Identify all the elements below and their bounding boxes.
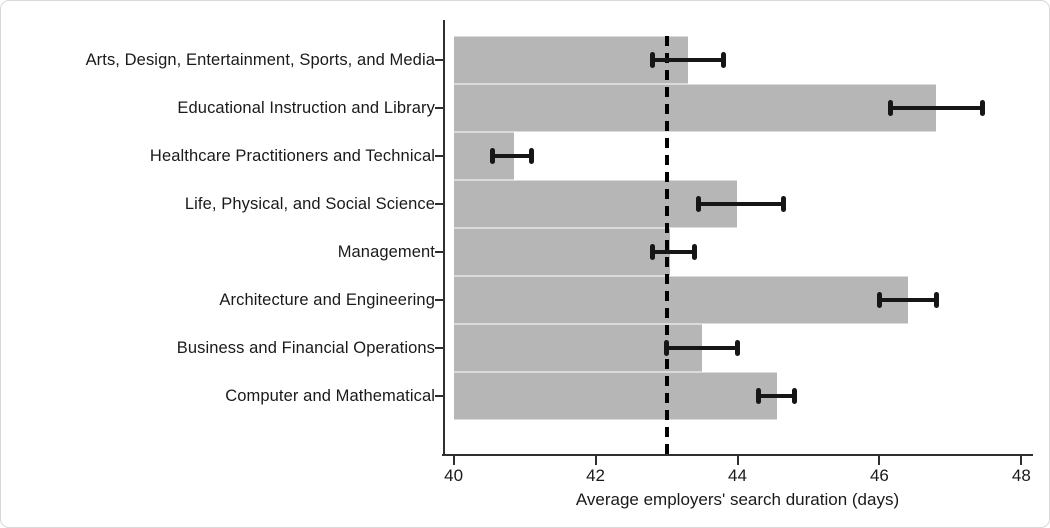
bar [453,372,777,420]
error-bar [698,202,784,206]
bar [453,84,937,132]
error-bar-cap-low [695,196,701,212]
x-tick-label: 40 [444,466,464,485]
error-bar-cap-low [876,292,882,308]
reference-line [664,36,669,456]
x-tick-label: 42 [586,466,606,485]
y-tick [435,299,443,301]
error-bar [652,58,724,62]
bar [453,180,738,228]
y-tick [435,347,443,349]
error-bar [652,250,695,254]
y-tick [435,251,443,253]
error-bar-cap-high [692,244,698,260]
bar [453,36,688,84]
error-bar [492,154,532,158]
category-label: Computer and Mathematical [225,386,435,405]
y-axis-line [443,20,445,456]
x-tick [594,456,597,465]
error-bar [879,298,937,302]
error-bar-cap-low [887,100,893,116]
category-label: Arts, Design, Entertainment, Sports, and… [85,50,435,69]
x-tick [452,456,455,465]
x-tick [1020,456,1023,465]
category-label: Management [337,242,435,261]
bar [453,276,908,324]
y-tick [435,107,443,109]
bar [453,324,702,372]
x-tick-label: 46 [869,466,889,485]
y-tick [435,203,443,205]
error-bar [890,106,983,110]
error-bar-cap-low [756,388,762,404]
error-bar-cap-high [720,52,726,68]
y-tick [435,395,443,397]
error-bar-cap-high [529,148,535,164]
error-bar [758,394,795,398]
x-tick-label: 44 [728,466,747,485]
y-tick [435,155,443,157]
error-bar-cap-high [979,100,985,116]
error-bar-cap-low [649,244,655,260]
plot-area: 40 42 44 46 48 Average employers' search dur… [435,20,1033,509]
x-axis-line [442,454,1033,456]
bar [453,228,671,276]
x-tick [878,456,881,465]
error-bar-cap-high [735,340,740,356]
x-tick-label: 48 [1011,466,1031,485]
x-tick [736,456,739,465]
error-bar-cap-high [933,292,939,308]
error-bar-cap-high [791,388,797,404]
error-bar-cap-high [781,196,787,212]
category-label: Healthcare Practitioners and Technical [149,146,435,165]
error-bar-cap-low [649,52,655,68]
x-axis-title: Average employers' search duration (days… [575,490,900,509]
error-bar-cap-low [490,148,496,164]
y-tick [435,59,443,61]
error-bar-cap-low [664,340,670,356]
category-label: Architecture and Engineering [219,290,435,309]
category-label: Business and Financial Operations [176,338,435,357]
category-label: Educational Instruction and Library [177,98,435,117]
error-bar [666,346,738,350]
category-label: Life, Physical, and Social Science [184,194,435,213]
